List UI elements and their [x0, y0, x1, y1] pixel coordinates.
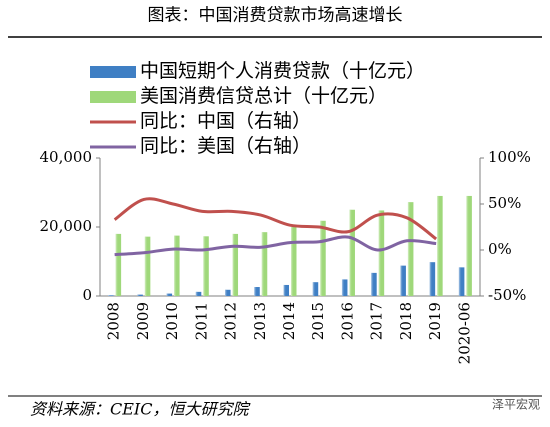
chart-title: 图表：中国消费贷款市场高速增长: [148, 6, 403, 26]
bar-shade: [174, 235, 180, 296]
x-tick-label: 2019: [426, 302, 444, 340]
x-tick-label: 2018: [397, 302, 415, 340]
y-tick-label: 40,000: [40, 148, 93, 166]
y2-tick-label: 0%: [488, 240, 512, 258]
source-note: 资料来源：CEIC，恒大研究院: [30, 400, 251, 419]
x-tick-label: 2015: [309, 302, 327, 340]
bar-shade: [291, 227, 297, 296]
x-tick-label: 2014: [280, 302, 298, 340]
x-tick-label: 2010: [163, 302, 181, 340]
legend-label: 同比：美国（右轴）: [140, 135, 311, 157]
bar-shade: [232, 233, 239, 296]
legend-label: 中国短期个人消费贷款（十亿元）: [140, 60, 425, 82]
bar-shade: [261, 232, 268, 296]
bar-shade: [108, 295, 114, 296]
bar-shade: [407, 202, 414, 296]
y2-tick-label: 50%: [488, 194, 521, 212]
bar-shade: [466, 195, 472, 296]
y-tick-label: 0: [82, 286, 92, 304]
bar-shade: [320, 220, 326, 296]
bar-shade: [341, 279, 348, 296]
x-tick-label: 2017: [368, 302, 386, 340]
bar-shade: [371, 272, 377, 296]
x-tick-label: 2012: [222, 302, 240, 340]
bar-shade: [378, 210, 385, 296]
bar-shade: [203, 236, 209, 296]
line: [113, 197, 438, 241]
bar-shade: [137, 294, 143, 296]
bar-shade: [312, 282, 319, 296]
bar-shade: [429, 262, 436, 296]
bar-shade: [400, 265, 406, 296]
y2-tick-label: 100%: [488, 148, 531, 166]
bar-shade: [283, 284, 289, 296]
x-tick-label: 2013: [251, 302, 269, 340]
line: [114, 235, 437, 257]
bar-shade: [458, 267, 465, 296]
bar-shade: [115, 233, 122, 296]
y-tick-label: 20,000: [40, 217, 93, 235]
bar-shade: [254, 287, 260, 296]
bar-shade: [144, 236, 151, 296]
legend-label: 同比：中国（右轴）: [140, 110, 311, 132]
x-tick-label: 2020-06: [455, 302, 473, 364]
x-tick-label: 2016: [338, 302, 356, 340]
bar-shade: [437, 195, 443, 296]
y2-tick-label: -50%: [488, 286, 526, 304]
bar-shade: [225, 289, 231, 296]
legend-swatch: [90, 66, 136, 78]
watermark: 泽平宏观: [492, 397, 540, 412]
x-tick-label: 2008: [105, 302, 123, 340]
bar-shade: [166, 293, 173, 296]
bar-shade: [195, 291, 202, 296]
legend-label: 美国消费信贷总计（十亿元）: [140, 85, 387, 107]
x-tick-label: 2011: [192, 302, 210, 340]
legend-swatch: [90, 91, 136, 103]
bar-shade: [349, 209, 355, 296]
x-tick-label: 2009: [134, 302, 152, 340]
